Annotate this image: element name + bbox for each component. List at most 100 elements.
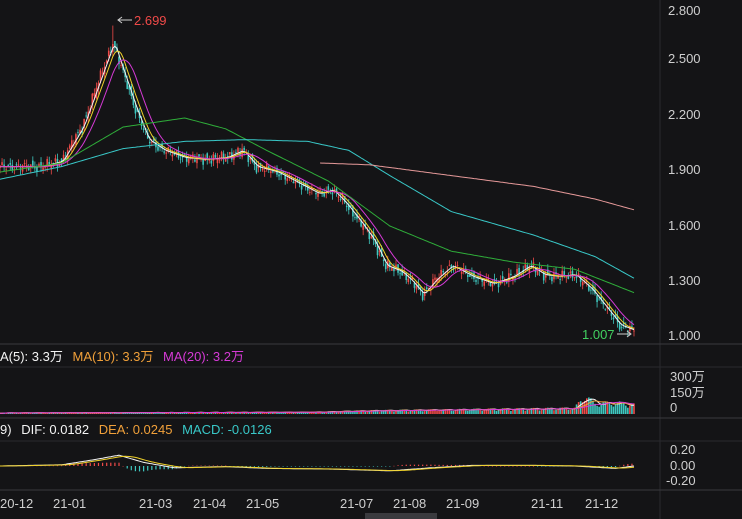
date-tick-label: 21-05 xyxy=(246,496,279,511)
price-candle-body xyxy=(469,275,471,277)
price-candle-body xyxy=(38,163,40,168)
volume-bar xyxy=(520,408,522,414)
price-candle-body xyxy=(481,278,483,282)
volume-bar xyxy=(610,405,613,414)
price-candle-body xyxy=(614,314,617,318)
volume-bar xyxy=(292,412,295,414)
price-candle-body xyxy=(475,280,477,282)
volume-bar xyxy=(13,413,16,414)
price-candle-body xyxy=(97,82,100,90)
volume-bar xyxy=(358,410,360,414)
volume-bar xyxy=(155,412,157,414)
volume-bar xyxy=(489,408,492,414)
volume-bar xyxy=(360,410,362,414)
volume-bar xyxy=(401,409,403,414)
macd-dea-label: DEA: 0.0245 xyxy=(99,422,173,437)
volume-bar xyxy=(356,410,358,414)
volume-bar xyxy=(198,412,200,414)
volume-bar xyxy=(497,409,500,414)
price-candle-body xyxy=(608,307,611,309)
macd-histogram-bar xyxy=(143,466,145,472)
volume-bar xyxy=(538,410,541,414)
price-candle-body xyxy=(309,191,311,193)
volume-bar xyxy=(503,408,506,414)
volume-bar xyxy=(405,410,408,414)
macd-histogram-bar xyxy=(372,466,375,467)
price-candle-body xyxy=(434,277,436,280)
macd-histogram-bar xyxy=(192,465,194,467)
macd-histogram-bar xyxy=(101,462,104,466)
volume-bar xyxy=(339,411,342,414)
volume-bar xyxy=(590,398,592,414)
macd-histogram-bar xyxy=(97,462,100,466)
volume-bar xyxy=(112,412,114,414)
volume-bar xyxy=(251,412,254,414)
price-candle-body xyxy=(118,56,120,65)
volume-bar xyxy=(109,412,112,414)
volume-bar xyxy=(481,410,483,414)
volume-bar xyxy=(540,409,543,414)
price-candle-body xyxy=(547,269,549,276)
volume-bar xyxy=(594,403,596,414)
volume-bar xyxy=(606,401,609,414)
price-candle-body xyxy=(34,166,36,169)
volume-bar xyxy=(549,408,551,414)
macd-histogram-bar xyxy=(631,463,633,466)
volume-bar xyxy=(311,411,313,414)
macd-histogram-bar xyxy=(212,465,214,467)
volume-bar xyxy=(218,412,221,414)
price-candle-body xyxy=(157,146,159,151)
chart-scrollbar-thumb[interactable] xyxy=(365,513,437,519)
price-candle-body xyxy=(267,166,270,169)
volume-bar xyxy=(261,412,264,414)
price-candle-body xyxy=(151,141,153,143)
price-candle-body xyxy=(9,162,12,165)
volume-bar xyxy=(378,411,381,414)
volume-legend: A(5): 3.3万 MA(10): 3.3万 MA(20): 3.2万 xyxy=(0,349,244,364)
volume-bar xyxy=(553,410,555,414)
price-candle-body xyxy=(5,169,7,171)
volume-bar xyxy=(627,407,629,414)
volume-bar xyxy=(42,413,44,414)
volume-bar xyxy=(376,411,379,414)
macd-histogram-bar xyxy=(134,466,137,472)
macd-histogram-bar xyxy=(262,466,264,467)
price-candle-body xyxy=(633,330,635,332)
volume-bar xyxy=(493,410,496,414)
volume-bar xyxy=(350,412,352,414)
macd-histogram-bar xyxy=(368,466,370,467)
volume-bar xyxy=(192,412,194,414)
price-candle-body xyxy=(425,287,428,290)
volume-bar xyxy=(614,403,617,414)
price-candle-body xyxy=(288,175,291,178)
volume-bar xyxy=(71,413,73,414)
macd-histogram-bar xyxy=(348,466,350,467)
price-candle-body xyxy=(306,186,309,191)
price-candle-body xyxy=(399,273,401,275)
volume-bar xyxy=(179,412,182,414)
volume-bar xyxy=(604,401,607,414)
volume-bar xyxy=(114,412,116,414)
price-candle-body xyxy=(571,270,574,278)
macd-histogram-bar xyxy=(541,466,543,467)
macd-histogram-bar xyxy=(356,466,358,467)
price-candle-body xyxy=(362,225,364,230)
macd-histogram-bar xyxy=(167,466,169,470)
macd-histogram-bar xyxy=(89,463,91,466)
macd-histogram-bar xyxy=(450,464,452,466)
volume-bar xyxy=(183,412,186,414)
macd-histogram-bar xyxy=(553,466,555,467)
volume-bar xyxy=(419,410,422,414)
price-candle-body xyxy=(442,271,444,273)
price-candle-body xyxy=(265,163,268,170)
price-candle-body xyxy=(327,186,330,190)
volume-bar xyxy=(101,413,104,414)
price-tick-label: 2.200 xyxy=(668,107,701,122)
price-candle-body xyxy=(171,154,174,157)
macd-legend: 9) DIF: 0.0182 DEA: 0.0245 MACD: -0.0126 xyxy=(0,422,272,437)
volume-bar xyxy=(423,410,426,414)
volume-bar xyxy=(581,402,584,414)
macd-histogram-bar xyxy=(130,466,132,471)
macd-histogram-bar xyxy=(196,465,198,467)
